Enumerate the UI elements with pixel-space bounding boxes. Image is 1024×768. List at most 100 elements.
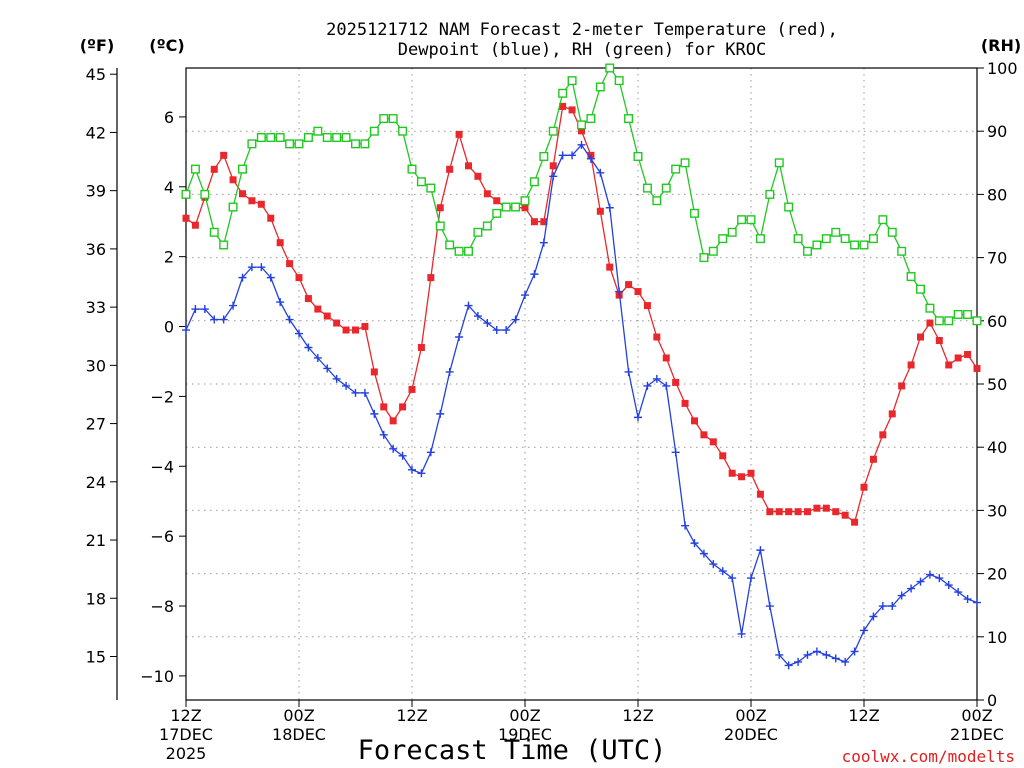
rh-point bbox=[369, 126, 379, 136]
x-tick-label-date: 17DEC bbox=[159, 725, 213, 744]
rh-point bbox=[247, 139, 257, 149]
rh-point bbox=[501, 202, 511, 212]
rh-point bbox=[435, 221, 445, 231]
rh-tick-label: 10 bbox=[987, 628, 1007, 647]
celsius-tick-label: −2 bbox=[150, 387, 174, 406]
x-tick-label-time: 00Z bbox=[961, 706, 992, 725]
temperature-point bbox=[182, 214, 190, 222]
dewpoint-point bbox=[596, 168, 605, 177]
rh-point bbox=[755, 234, 765, 244]
rh-point bbox=[577, 120, 587, 130]
temperature-point bbox=[493, 197, 501, 205]
x-tick-label-date: 21DEC bbox=[950, 725, 1004, 744]
rh-point bbox=[906, 272, 916, 282]
temperature-point bbox=[314, 305, 322, 313]
temperature-point bbox=[691, 417, 698, 425]
dewpoint-point bbox=[794, 657, 803, 666]
dewpoint-point bbox=[681, 521, 690, 530]
dewpoint-point bbox=[351, 388, 360, 397]
temperature-point bbox=[361, 323, 369, 331]
rh-point bbox=[511, 202, 521, 212]
rh-point bbox=[219, 240, 229, 250]
rh-point bbox=[416, 177, 426, 187]
rh-point bbox=[303, 133, 313, 143]
fahrenheit-tick-label: 18 bbox=[86, 589, 106, 608]
temperature-point bbox=[851, 518, 859, 526]
dewpoint-point bbox=[426, 448, 435, 457]
rh-point bbox=[520, 196, 530, 206]
dewpoint-point bbox=[191, 305, 200, 314]
rh-point bbox=[821, 234, 831, 244]
rh-point bbox=[492, 208, 502, 218]
celsius-tick-label: −10 bbox=[140, 667, 174, 686]
dewpoint-point bbox=[445, 367, 454, 376]
rh-point bbox=[454, 246, 464, 256]
celsius-tick-label: 0 bbox=[164, 318, 174, 337]
rh-point bbox=[671, 164, 681, 174]
temperature-point bbox=[813, 504, 821, 512]
rh-point bbox=[256, 133, 266, 143]
dewpoint-point bbox=[398, 451, 407, 460]
rh-point bbox=[812, 240, 822, 250]
dewpoint-point bbox=[182, 326, 190, 335]
rh-point bbox=[737, 215, 747, 225]
rh-point bbox=[642, 183, 652, 193]
temperature-point bbox=[399, 403, 407, 411]
temperature-point bbox=[276, 239, 284, 247]
temperature-point bbox=[333, 319, 341, 327]
rh-point bbox=[473, 227, 483, 237]
credit-link[interactable]: coolwx.com/modelts bbox=[842, 747, 1015, 766]
rh-unit-label: (RH) bbox=[981, 36, 1021, 55]
rh-point bbox=[774, 158, 784, 168]
dewpoint-point bbox=[464, 301, 473, 310]
temperature-point bbox=[747, 469, 755, 477]
dewpoint-point bbox=[718, 567, 727, 576]
rh-point bbox=[718, 234, 728, 244]
rh-point bbox=[181, 189, 191, 199]
dewpoint-point bbox=[643, 381, 652, 390]
dewpoint-point bbox=[436, 409, 445, 418]
rh-point bbox=[793, 234, 803, 244]
temperature-point bbox=[596, 207, 604, 215]
dewpoint-point bbox=[634, 413, 642, 422]
temperature-point bbox=[483, 190, 491, 198]
dewpoint-point bbox=[511, 315, 520, 324]
chart-title-line1: 2025121712 NAM Forecast 2-meter Temperat… bbox=[326, 20, 838, 40]
rh-tick-label: 0 bbox=[987, 691, 997, 710]
dewpoint-point bbox=[323, 364, 332, 373]
temperature-point bbox=[568, 106, 576, 114]
rh-point bbox=[539, 151, 549, 161]
rh-point bbox=[887, 227, 897, 237]
temperature-point bbox=[606, 263, 614, 271]
celsius-tick-label: −6 bbox=[150, 527, 174, 546]
rh-point bbox=[699, 253, 709, 263]
temperature-point bbox=[860, 483, 868, 491]
celsius-tick-label: 2 bbox=[164, 248, 174, 267]
temperature-point bbox=[775, 508, 783, 516]
rh-point bbox=[407, 164, 417, 174]
temperature-point bbox=[700, 431, 708, 439]
dewpoint-point bbox=[907, 584, 916, 593]
temperature-point bbox=[427, 274, 435, 282]
temperature-point bbox=[794, 508, 802, 516]
temperature-point bbox=[323, 312, 331, 320]
rh-point bbox=[275, 133, 285, 143]
dewpoint-line bbox=[185, 143, 978, 667]
rh-point bbox=[944, 316, 954, 326]
dewpoint-point bbox=[521, 291, 529, 300]
rh-point bbox=[727, 227, 737, 237]
dewpoint-point bbox=[812, 647, 821, 656]
rh-point bbox=[266, 133, 276, 143]
celsius-tick-label: −8 bbox=[150, 597, 174, 616]
temperature-point bbox=[286, 260, 294, 268]
dewpoint-point bbox=[897, 591, 906, 600]
dewpoint-point bbox=[247, 263, 256, 272]
rh-point bbox=[784, 202, 794, 212]
rh-point bbox=[614, 76, 624, 86]
dewpoint-point bbox=[577, 140, 586, 149]
dewpoint-point bbox=[558, 151, 567, 160]
x-tick-label-time: 00Z bbox=[509, 706, 540, 725]
temperature-point bbox=[945, 361, 953, 369]
temperature-point bbox=[521, 204, 529, 212]
dewpoint-point bbox=[360, 388, 369, 397]
